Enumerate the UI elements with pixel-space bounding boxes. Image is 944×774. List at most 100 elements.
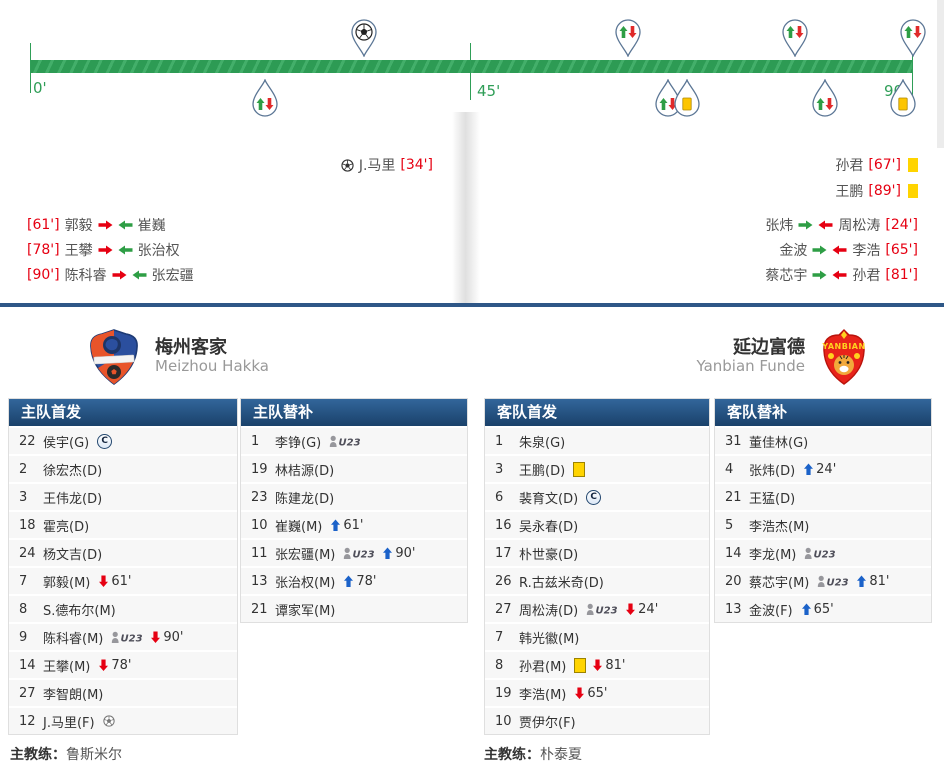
player-number: 14 [19,657,36,673]
player-row[interactable]: 6 裴育文(D) C [485,484,709,510]
home-team-name[interactable]: 梅州客家 [155,337,227,358]
player-row[interactable]: 7 韩光徽(M) [485,624,709,650]
player-name[interactable]: 陈科睿 [64,268,107,284]
player-row[interactable]: 3 王鹏(D) [485,456,709,482]
player-number: 4 [725,461,734,477]
player-number: 9 [19,629,28,645]
player-row[interactable]: 3 王伟龙(D) [9,484,237,510]
home-team-logo[interactable] [88,328,140,386]
squad-header: 客队首发 [485,399,709,426]
player-name[interactable]: 王攀 [64,243,93,259]
away-team-logo[interactable]: YANBIAN [818,328,870,386]
player-row[interactable]: 22 侯宇(G) C [9,428,237,454]
player-name[interactable]: 郭毅 [64,218,93,234]
player-row[interactable]: 31 董佳林(G) [715,428,931,454]
squad-header: 主队首发 [9,399,237,426]
player-row[interactable]: 21 谭家军(M) [241,596,467,622]
player-name[interactable]: 周松涛 [838,218,881,234]
player-row[interactable]: 27 周松涛(D) U23 24' [485,596,709,622]
player-name: 蔡芯宇(M) [749,575,810,591]
yellow-card-pin[interactable] [890,78,916,117]
timeline-tick-45 [470,43,471,100]
sub-minute: 90' [163,629,184,645]
player-name[interactable]: 王鹏 [835,184,864,200]
yellow-card-icon [573,461,586,477]
sub-in-arrow-icon [832,245,847,255]
player-row[interactable]: 1 李铮(G) U23 [241,428,467,454]
player-name[interactable]: 孙君 [852,268,881,284]
player-name[interactable]: 崔巍 [137,218,166,234]
player-row[interactable]: 17 朴世豪(D) [485,540,709,566]
player-row[interactable]: 9 陈科睿(M) U23 90' [9,624,237,650]
player-row[interactable]: 7 郭毅(M) 61' [9,568,237,594]
player-name[interactable]: 张宏疆 [151,268,194,284]
player-name[interactable]: 金波 [779,243,808,259]
player-name: 韩光徽(M) [519,631,580,647]
player-row[interactable]: 5 李浩杰(M) [715,512,931,538]
player-number: 27 [495,601,512,617]
center-divider-shade [452,112,480,303]
event-time: [78'] [27,242,60,258]
player-name[interactable]: 蔡芯宇 [765,268,808,284]
player-row[interactable]: 24 杨文吉(D) [9,540,237,566]
substitution-pin[interactable] [782,19,808,58]
sub-minute: 78' [356,573,377,589]
player-row[interactable]: 10 崔巍(M) 61' [241,512,467,538]
player-row[interactable]: 13 张治权(M) 78' [241,568,467,594]
player-row[interactable]: 26 R.古兹米奇(D) [485,568,709,594]
substitution-pin[interactable] [615,19,642,58]
player-name: 张治权(M) [275,575,336,591]
player-name[interactable]: J.马里 [358,158,396,174]
player-row[interactable]: 19 林桔源(D) [241,456,467,482]
away-team-name[interactable]: 延边富德 [733,337,805,358]
player-name: 李铮(G) [275,435,322,451]
sub-minute: 81' [605,657,626,673]
home-coach-line: 主教练：鲁斯米尔 [10,744,122,764]
player-name: 李浩(M) [519,687,567,703]
player-name[interactable]: 张炜 [765,218,794,234]
player-row[interactable]: 8 孙君(M) 81' [485,652,709,678]
player-row[interactable]: 21 王猛(D) [715,484,931,510]
player-row[interactable]: 23 陈建龙(D) [241,484,467,510]
player-row[interactable]: 20 蔡芯宇(M) U23 81' [715,568,931,594]
player-row[interactable]: 14 李龙(M) U23 [715,540,931,566]
u23-icon: U23 [337,547,376,560]
sub-off-icon [575,687,585,699]
goal-pin[interactable] [350,19,377,58]
player-name: 张炜(D) [749,463,796,479]
yellow-card-pin[interactable] [674,78,700,117]
sub-minute: 65' [813,601,834,617]
player-row[interactable]: 12 J.马里(F) [9,708,237,734]
player-name: 裴育文(D) [519,491,579,507]
sub-in-arrow-icon [118,220,133,230]
player-name[interactable]: 孙君 [835,158,864,174]
player-row[interactable]: 10 贾伊尔(F) [485,708,709,734]
player-row[interactable]: 13 金波(F) 65' [715,596,931,622]
player-row[interactable]: 18 霍亮(D) [9,512,237,538]
sub-out-arrow-icon [798,220,813,230]
player-name: 李智朗(M) [43,687,104,703]
substitution-pin[interactable] [812,78,838,117]
player-number: 8 [495,657,504,673]
player-row[interactable]: 27 李智朗(M) [9,680,237,706]
player-number: 24 [19,545,36,561]
player-row[interactable]: 19 李浩(M) 65' [485,680,709,706]
player-number: 19 [495,685,512,701]
player-row[interactable]: 2 徐宏杰(D) [9,456,237,482]
player-row[interactable]: 11 张宏疆(M) U23 90' [241,540,467,566]
player-name: 董佳林(G) [749,435,809,451]
sub-minute: 78' [111,657,132,673]
substitution-pin[interactable] [252,78,279,117]
substitution-pin[interactable] [900,19,926,58]
player-row[interactable]: 14 王攀(M) 78' [9,652,237,678]
sub-off-icon [626,603,636,615]
player-row[interactable]: 8 S.德布尔(M) [9,596,237,622]
player-name[interactable]: 张治权 [137,243,180,259]
player-row[interactable]: 16 吴永春(D) [485,512,709,538]
player-row[interactable]: 4 张炜(D) 24' [715,456,931,482]
player-number: 26 [495,573,512,589]
player-row[interactable]: 1 朱泉(G) [485,428,709,454]
svg-text:U23: U23 [596,605,618,616]
player-name[interactable]: 李浩 [852,243,881,259]
